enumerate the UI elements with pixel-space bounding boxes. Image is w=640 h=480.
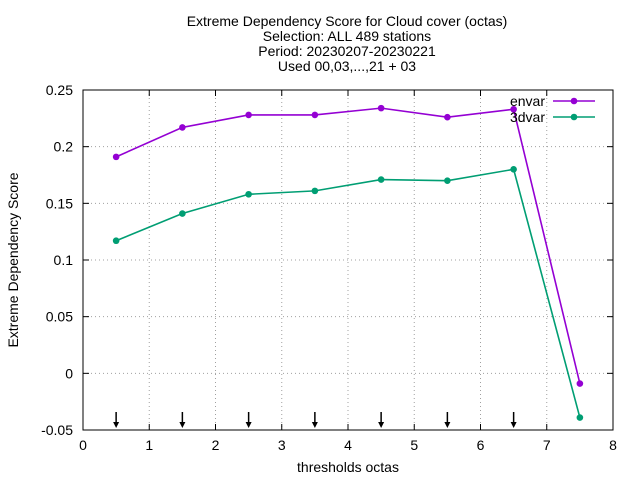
- grid: [83, 90, 613, 430]
- data-point: [112, 237, 120, 245]
- data-point: [510, 166, 517, 173]
- legend-marker: [570, 97, 578, 105]
- y-tick-label: 0: [65, 365, 73, 381]
- data-point: [245, 190, 252, 198]
- title-line: Period: 20230207-20230221: [258, 43, 436, 59]
- arrow-head: [311, 422, 318, 428]
- title-line: Selection: ALL 489 stations: [263, 28, 431, 44]
- x-tick-label: 4: [344, 437, 352, 453]
- chart-title: Extreme Dependency Score for Cloud cover…: [187, 13, 508, 74]
- y-axis-label: Extreme Dependency Score: [5, 172, 21, 347]
- arrow-head: [378, 422, 385, 428]
- legend-label: envar: [510, 93, 545, 109]
- x-tick-label: 0: [79, 437, 87, 453]
- y-tick-label: 0.25: [46, 82, 73, 98]
- data-point: [179, 124, 186, 131]
- threshold-arrow-icon: [179, 412, 186, 428]
- y-tick-label: 0.15: [46, 195, 73, 211]
- series-line: [115, 107, 581, 384]
- threshold-arrow-icon: [378, 412, 385, 428]
- legend-item-3dvar: 3dvar: [510, 109, 595, 125]
- threshold-arrow-icon: [510, 412, 517, 428]
- series-line: [115, 168, 581, 418]
- x-tick-label: 3: [278, 437, 286, 453]
- arrow-head: [179, 422, 186, 428]
- data-point: [377, 104, 385, 112]
- data-point: [311, 187, 319, 195]
- y-tick-label: 0.1: [54, 252, 74, 268]
- legend-item-envar: envar: [510, 93, 595, 109]
- series-envar: [112, 104, 584, 387]
- arrow-head: [113, 422, 120, 428]
- threshold-arrow-icon: [113, 412, 120, 428]
- data-point: [444, 113, 451, 121]
- series-3dvar: [112, 166, 584, 421]
- x-tick-label: 7: [543, 437, 551, 453]
- y-tick-label: 0.05: [46, 309, 73, 325]
- x-axis-label: thresholds octas: [297, 459, 399, 475]
- x-tick-label: 8: [609, 437, 617, 453]
- x-tick-label: 2: [212, 437, 220, 453]
- data-point: [311, 111, 319, 119]
- y-tick-label: -0.05: [41, 422, 73, 438]
- x-tick-label: 5: [410, 437, 418, 453]
- legend-label: 3dvar: [510, 109, 545, 125]
- title-line: Extreme Dependency Score for Cloud cover…: [187, 13, 508, 29]
- legend-marker: [570, 113, 578, 121]
- title-line: Used 00,03,...,21 + 03: [278, 58, 416, 74]
- threshold-arrow-icon: [245, 412, 252, 428]
- threshold-markers: [113, 412, 517, 428]
- arrow-head: [245, 422, 252, 428]
- data-point: [377, 176, 385, 183]
- arrow-head: [510, 422, 517, 428]
- series: [112, 104, 584, 421]
- data-point: [112, 153, 120, 161]
- arrow-head: [444, 422, 451, 428]
- threshold-arrow-icon: [444, 412, 451, 428]
- data-point: [245, 111, 252, 119]
- data-point: [576, 414, 584, 421]
- data-point: [576, 380, 584, 387]
- axes: [82, 89, 614, 431]
- x-tick-label: 6: [477, 437, 485, 453]
- x-tick-label: 1: [145, 437, 153, 453]
- data-point: [510, 105, 517, 113]
- data-point: [179, 210, 186, 217]
- threshold-arrow-icon: [311, 412, 318, 428]
- data-point: [444, 177, 451, 184]
- tick-labels: 0 1 2 3 4 5 6 7 8 -0.05 0 0.05 0.1 0.15 0.2 0.25 thresho…: [5, 82, 617, 475]
- y-tick-label: 0.2: [54, 139, 74, 155]
